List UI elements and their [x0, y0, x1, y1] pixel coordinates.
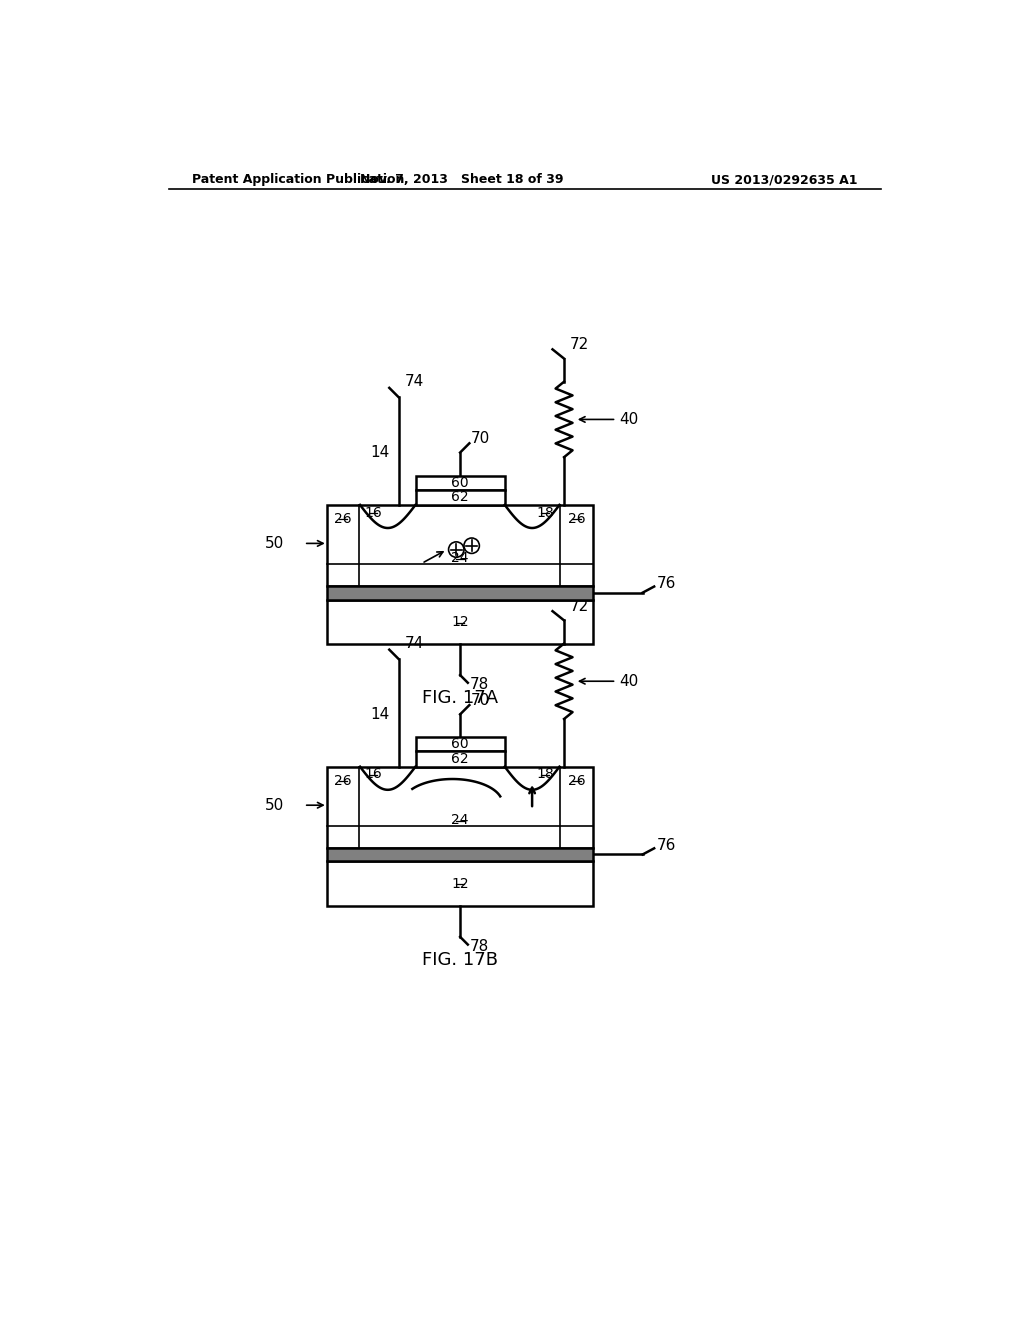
- Text: 26: 26: [567, 774, 585, 788]
- Text: 72: 72: [570, 337, 590, 352]
- Text: 12: 12: [452, 615, 469, 628]
- Text: 74: 74: [404, 636, 424, 651]
- Text: 18: 18: [536, 767, 554, 781]
- Bar: [327, 847, 593, 862]
- Text: 40: 40: [620, 673, 639, 689]
- Bar: [327, 767, 593, 847]
- Text: 24: 24: [452, 550, 469, 565]
- Text: 76: 76: [657, 576, 677, 591]
- Text: 14: 14: [370, 445, 389, 461]
- Text: 78: 78: [469, 677, 488, 692]
- Text: Nov. 7, 2013   Sheet 18 of 39: Nov. 7, 2013 Sheet 18 of 39: [359, 173, 563, 186]
- Bar: [327, 599, 593, 644]
- Bar: [327, 586, 593, 599]
- Text: FIG. 17B: FIG. 17B: [422, 950, 498, 969]
- Text: 14: 14: [370, 706, 389, 722]
- Text: 26: 26: [334, 512, 352, 525]
- Text: 74: 74: [404, 374, 424, 389]
- Text: 18: 18: [536, 506, 554, 520]
- Text: 26: 26: [334, 774, 352, 788]
- Text: 60: 60: [452, 738, 469, 751]
- Text: 22: 22: [452, 847, 469, 862]
- Text: Patent Application Publication: Patent Application Publication: [193, 173, 404, 186]
- Text: 72: 72: [570, 599, 590, 614]
- Text: 40: 40: [620, 412, 639, 426]
- Text: 78: 78: [469, 939, 488, 953]
- Bar: [327, 504, 593, 586]
- Bar: [416, 751, 505, 767]
- Bar: [327, 862, 593, 906]
- Text: 62: 62: [452, 490, 469, 504]
- Text: 70: 70: [471, 432, 490, 446]
- Text: 50: 50: [265, 797, 285, 813]
- Bar: [416, 738, 505, 751]
- Text: 16: 16: [365, 767, 382, 781]
- Text: 26: 26: [567, 512, 585, 525]
- Text: 12: 12: [452, 876, 469, 891]
- Text: 50: 50: [265, 536, 285, 550]
- Text: 70: 70: [471, 693, 490, 708]
- Text: 60: 60: [452, 475, 469, 490]
- Text: US 2013/0292635 A1: US 2013/0292635 A1: [711, 173, 857, 186]
- Text: 22: 22: [452, 586, 469, 599]
- Text: FIG. 17A: FIG. 17A: [422, 689, 499, 708]
- Bar: [416, 490, 505, 506]
- Text: 16: 16: [365, 506, 382, 520]
- Bar: [416, 475, 505, 490]
- Text: 76: 76: [657, 838, 677, 853]
- Text: 24: 24: [452, 813, 469, 826]
- Text: 62: 62: [452, 752, 469, 766]
